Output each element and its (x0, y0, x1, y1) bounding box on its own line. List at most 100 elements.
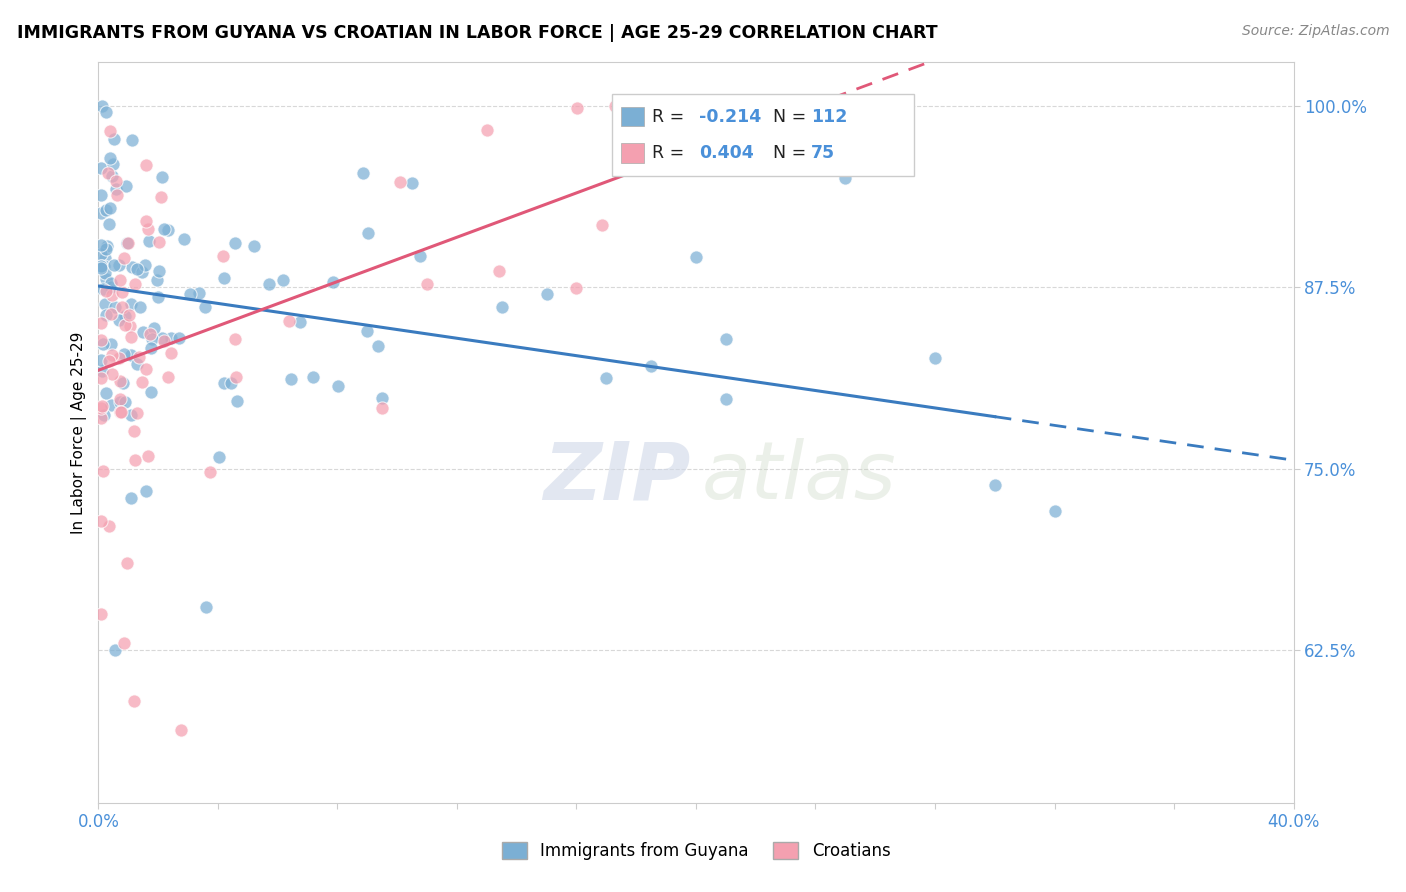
Point (110, 405, 132, 419)
Point (148, 235, 170, 250)
Text: N =: N = (762, 108, 811, 126)
Point (111, 285, 134, 299)
Point (156, 223, 179, 237)
Point (112, 252, 135, 266)
Point (301, 370, 323, 384)
Point (93, 408, 115, 422)
Legend: Immigrants from Guyana, Croatians: Immigrants from Guyana, Croatians (495, 836, 897, 867)
Point (94, 285, 117, 299)
Point (141, 385, 163, 400)
Point (90, 401, 112, 415)
Point (150, 190, 173, 204)
Point (111, 376, 134, 390)
Point (90, 259, 112, 273)
Point (93, 252, 115, 266)
Point (257, 277, 280, 291)
Point (104, 174, 127, 188)
Point (114, 309, 136, 323)
Point (108, 258, 131, 272)
Point (591, 218, 613, 232)
Point (101, 348, 124, 362)
Point (134, 258, 156, 272)
Point (212, 249, 235, 263)
Point (90, 260, 112, 275)
Text: ZIP: ZIP (543, 438, 690, 516)
Point (565, 281, 588, 295)
Text: Source: ZipAtlas.com: Source: ZipAtlas.com (1241, 24, 1389, 38)
Point (778, 106, 800, 120)
Point (91, 399, 114, 413)
Point (153, 334, 176, 348)
Text: R =: R = (652, 144, 690, 161)
Point (789, 159, 811, 173)
Point (96, 385, 118, 400)
Point (804, 99, 827, 113)
Point (115, 556, 138, 570)
Text: -0.214: -0.214 (699, 108, 761, 126)
Point (100, 276, 122, 290)
Point (326, 379, 349, 393)
Text: 75: 75 (811, 144, 835, 161)
Point (94, 202, 117, 217)
Point (91, 99, 114, 113)
Point (91, 336, 114, 351)
Point (142, 320, 165, 334)
Point (150, 169, 173, 184)
Point (120, 348, 142, 362)
Point (640, 359, 662, 373)
Point (93, 259, 115, 273)
Point (97, 518, 120, 533)
Point (179, 286, 201, 301)
Point (152, 222, 174, 236)
Point (655, 99, 678, 113)
Point (157, 369, 180, 384)
Point (90, 364, 112, 378)
Point (491, 300, 513, 314)
Point (127, 357, 149, 371)
Point (91, 282, 114, 296)
Point (115, 178, 138, 193)
Point (160, 346, 183, 360)
Point (131, 265, 153, 279)
Point (536, 287, 558, 301)
Text: 112: 112 (811, 108, 848, 126)
Point (924, 351, 946, 365)
Point (103, 132, 125, 146)
Point (401, 176, 423, 190)
Point (135, 214, 157, 228)
Point (104, 643, 127, 657)
Point (148, 264, 170, 278)
Point (94, 266, 117, 280)
Point (105, 181, 128, 195)
Point (226, 394, 249, 409)
Point (90, 607, 112, 621)
Point (409, 249, 432, 263)
Point (112, 636, 135, 650)
Point (110, 395, 132, 409)
Point (288, 314, 311, 328)
Point (103, 258, 125, 272)
Point (117, 236, 139, 251)
Point (90, 352, 112, 367)
Point (124, 453, 146, 467)
Point (212, 376, 235, 391)
Point (90, 411, 112, 425)
Point (97, 353, 120, 368)
Point (371, 401, 394, 415)
Point (111, 300, 134, 314)
Point (101, 169, 124, 183)
Point (121, 260, 143, 275)
Point (224, 332, 246, 346)
Point (1043, 504, 1066, 518)
Point (159, 331, 181, 345)
Point (167, 331, 190, 345)
Point (100, 337, 122, 351)
Point (219, 376, 242, 390)
Point (352, 166, 374, 180)
Point (121, 133, 143, 147)
Point (91, 464, 114, 478)
Point (122, 694, 145, 708)
Point (97, 166, 120, 180)
Point (225, 370, 247, 384)
Point (108, 392, 131, 407)
